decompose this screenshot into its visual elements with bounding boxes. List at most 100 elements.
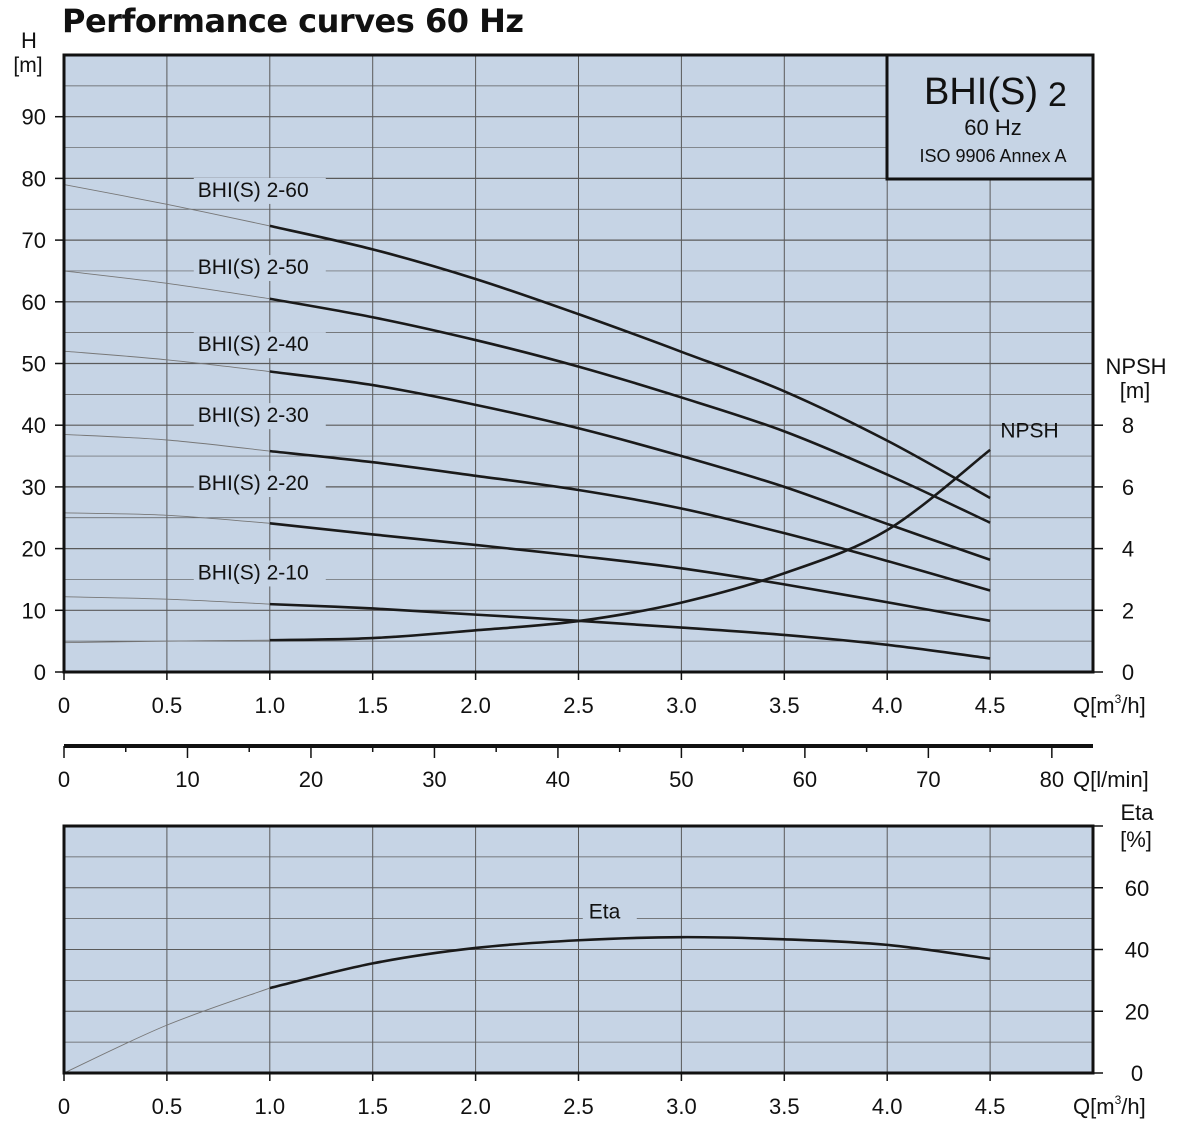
head-curve [269,224,991,500]
eta-x-tick-label: 3.5 [769,1094,800,1119]
eta-x-tick-label: 1.5 [357,1094,388,1119]
y-tick-label: 70 [22,228,46,253]
eta-label-bg [582,899,637,926]
lmin-tick-label: 20 [299,767,323,792]
head-grid [64,55,1094,672]
head-curve [269,602,991,660]
y-tick-label: 60 [22,290,46,315]
flow-lmin-axis: 0 10 20 30 40 50 60 70 80 [58,744,1093,792]
series-label-bg [193,177,326,204]
series-label: BHI(S) 2-60 [198,179,309,202]
y-tick-label: 0 [34,660,46,685]
npsh-curve [269,448,991,642]
y-tick-label: 80 [22,166,46,191]
y2-tick-label: 0 [1122,660,1134,685]
x-tick-label: 1.5 [357,693,388,718]
head-curve-extension [64,596,270,605]
x-tick-label: 0.5 [152,693,183,718]
y-tick-label: 30 [22,475,46,500]
eta-y2-tick-label: 40 [1125,938,1149,963]
x-axis-title-head: Q[m3/h] [1073,692,1146,718]
y2-tick-label: 4 [1122,537,1134,562]
head-curve-extension [64,434,270,452]
x-tick-label: 3.5 [769,693,800,718]
legend-box: BHI(S) 2 60 Hz ISO 9906 Annex A [885,53,1095,181]
lmin-tick-label: 10 [175,767,199,792]
x-tick-label: 3.0 [666,693,697,718]
series-label-bg [193,560,326,587]
x-tick-label: 1.0 [255,693,286,718]
lmin-tick-label: 60 [793,767,817,792]
head-curve [269,522,991,623]
series-label-bg [193,255,326,282]
lmin-tick-label: 30 [422,767,446,792]
eta-x-tick-label: 0 [58,1094,70,1119]
x-tick-label: 2.0 [460,693,491,718]
eta-x-tick-label: 2.0 [460,1094,491,1119]
y-tick-label: 90 [22,105,46,130]
y-tick-label: 40 [22,413,46,438]
legend-model: BHI(S) [924,71,1038,113]
head-curves: BHI(S) 2-60 BHI(S) 2-50 BHI(S) 2-40 BHI(S) … [64,177,1059,660]
y2-tick-label: 2 [1122,598,1134,623]
x-tick-label: 2.5 [563,693,594,718]
eta-label: Eta [589,901,621,924]
head-curve-extension [64,270,270,300]
x-tick-label: 4.5 [975,693,1006,718]
eta-y2-tick-label: 60 [1125,876,1149,901]
y-tick-label: 50 [22,352,46,377]
lmin-tick-label: 70 [916,767,940,792]
lmin-tick-label: 80 [1040,767,1064,792]
series-label-bg [193,403,326,430]
eta-x-tick-label: 4.0 [872,1094,903,1119]
eta-x-tick-label: 0.5 [152,1094,183,1119]
head-curve [269,449,991,592]
x-axis-title-eta: Q[m3/h] [1073,1093,1146,1119]
page-title: Performance curves 60 Hz [62,2,524,40]
eta-y2-tick-label: 0 [1131,1061,1143,1086]
series-label: BHI(S) 2-10 [198,561,309,584]
series-label: BHI(S) 2-20 [198,472,309,495]
y-tick-label: 10 [22,598,46,623]
eta-y2-tick-label: 20 [1125,999,1149,1024]
legend-standard: ISO 9906 Annex A [919,146,1066,166]
head-curve [269,370,991,561]
y2-tick-label: 6 [1122,475,1134,500]
series-label-bg [193,332,326,359]
lmin-tick-label: 0 [58,767,70,792]
series-label: BHI(S) 2-40 [198,333,309,356]
series-label: BHI(S) 2-50 [198,256,309,279]
lmin-tick-label: 50 [669,767,693,792]
head-curve-extension [64,512,270,524]
series-label-bg [193,470,326,497]
eta-curves: Eta [64,899,991,1073]
head-axes: 0 0.5 1.0 1.5 2.0 2.5 3.0 3.5 4.0 4.5010203040506… [22,105,1135,718]
npsh-label: NPSH [1000,420,1058,443]
head-curve [269,297,991,524]
eta-axis-unit: [%] [1120,827,1152,852]
eta-curve-extension [64,987,270,1073]
y-axis-unit: [m] [13,54,42,77]
eta-curve [269,935,991,990]
eta-x-tick-label: 3.0 [666,1094,697,1119]
y2-axis-unit: [m] [1120,378,1151,403]
y2-tick-label: 8 [1122,413,1134,438]
y-axis-title: H [21,28,37,53]
lmin-tick-label: 40 [546,767,570,792]
legend-frequency: 60 Hz [964,115,1021,140]
x-tick-label: 4.0 [872,693,903,718]
eta-axes: 0 0.5 1.0 1.5 2.0 2.5 3.0 3.5 4.0 4.5 0 20 40 60 [58,825,1149,1119]
x-axis-title-lmin: Q[l/min] [1073,767,1149,792]
eta-axis-title: Eta [1120,800,1154,825]
head-curve-extension [64,350,270,372]
eta-x-tick-label: 4.5 [975,1094,1006,1119]
x-tick-label: 0 [58,693,70,718]
eta-x-tick-label: 1.0 [255,1094,286,1119]
eta-x-tick-label: 2.5 [563,1094,594,1119]
series-label: BHI(S) 2-30 [198,404,309,427]
y2-axis-title: NPSH [1105,354,1166,379]
npsh-curve-extension [64,639,270,644]
y-tick-label: 20 [22,537,46,562]
head-curve-extension [64,184,270,227]
